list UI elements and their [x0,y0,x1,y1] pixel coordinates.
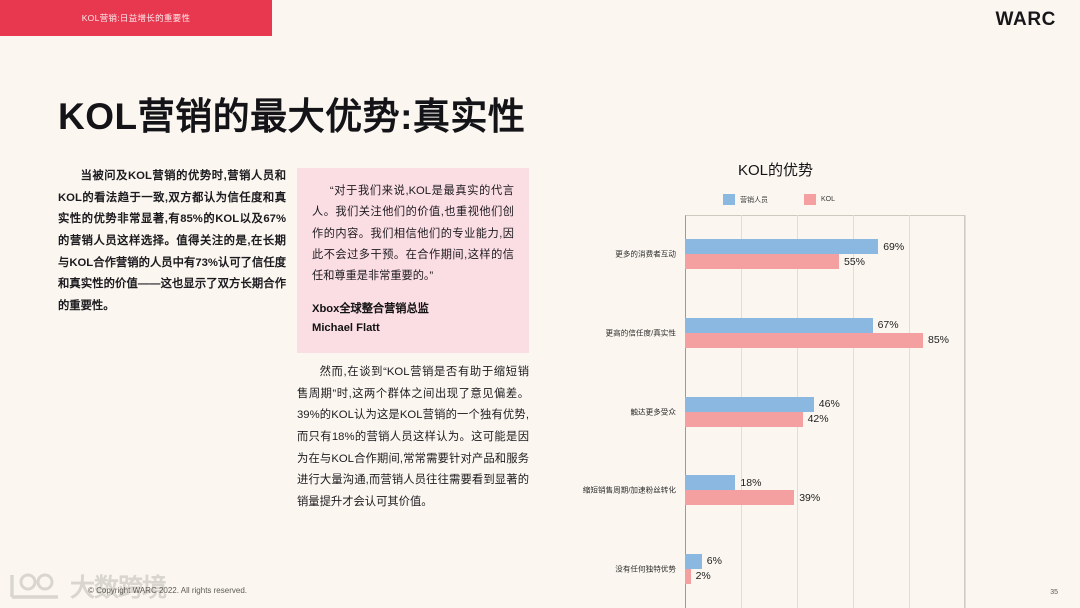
chart-gridline [965,215,966,608]
chart-bar-row: 67% [685,317,965,333]
chart-bar-value: 6% [706,555,722,568]
legend-swatch-icon [723,194,735,205]
chart-bar-row: 39% [685,490,965,506]
footer-copyright: © Copyright WARC 2022. All rights reserv… [88,586,247,595]
chart-bar-row: 18% [685,475,965,491]
pull-quote-box: “对于我们来说,KOL是最真实的代言人。我们关注他们的价值,也重视他们创作的内容… [297,168,529,354]
chart-bar-value: 55% [844,255,866,268]
legend-label: KOL [821,196,836,203]
quote-attribution-name: Michael Flatt [312,321,380,334]
chart-category-group: 更多的消费者互动 69% 55% [615,215,965,294]
chart-bar: 42% [685,411,829,427]
chart-bar-value: 46% [818,398,840,411]
chart-bar: 2% [685,568,711,584]
quote-text: “对于我们来说,KOL是最真实的代言人。我们关注他们的价值,也重视他们创作的内容… [312,185,514,283]
chart-bar: 46% [685,396,840,412]
chart-bar: 67% [685,317,899,333]
chart-bar-row: 46% [685,396,965,412]
middle-column-text: 然而,在谈到“KOL营销是否有助于缩短销售周期”时,这两个群体之间出现了意见偏差… [297,362,529,514]
chart-bar: 6% [685,553,722,569]
chart-category-group: 没有任何独特优势 6% 2% [615,530,965,608]
page-number: 35 [1050,589,1058,596]
chart-category-label: 触达更多受众 [630,407,676,417]
chart-bar-value: 67% [877,319,899,332]
chart-bars: 6% 2% [685,553,965,584]
legend-item-2: KOL [804,194,835,205]
chart-gridline [909,215,910,608]
quote-attribution: Xbox全球整合营销总监 Michael Flatt [312,300,514,337]
page-title: KOL营销的最大优势:真实性 [58,96,526,137]
chart-bar: 85% [685,332,949,348]
chart-bar-value: 18% [740,476,762,489]
quote-attribution-role: Xbox全球整合营销总监 [312,303,429,316]
chart-category-label: 没有任何独特优势 [615,564,676,574]
chart-bar-row: 6% [685,553,965,569]
chart-bar: 55% [685,254,865,270]
second-paragraph: 然而,在谈到“KOL营销是否有助于缩短销售周期”时,这两个群体之间出现了意见偏差… [297,366,529,509]
running-header-bar: KOL营销:日益增长的重要性 [0,0,272,36]
legend-item-1: 营销人员 [723,194,768,205]
chart-legend: 营销人员 KOL [723,194,835,205]
legend-swatch-icon [804,194,816,205]
chart-category-label: 缩短销售周期/加速粉丝转化 [582,485,676,495]
chart-bar-value: 85% [928,334,950,347]
chart-bars: 18% 39% [685,475,965,506]
watermark-logo-icon [10,573,58,599]
chart-category-label: 更多的消费者互动 [615,249,676,259]
chart-bar-value: 69% [883,240,905,253]
chart-category-group: 更高的信任度/真实性 67% 85% [606,294,965,373]
chart-bar-value: 42% [807,413,829,426]
chart-category-label: 更高的信任度/真实性 [605,328,676,338]
chart-bar: 69% [685,239,904,255]
chart-category-group: 缩短销售周期/加速粉丝转化 18% 39% [583,451,965,530]
chart-bars: 69% 55% [685,239,965,270]
chart-plot-area: 更多的消费者互动 69% 55% 更高的信任度/真实性 67% 85% 触达更多受众 46% 4… [583,215,966,608]
chart-bar-row: 55% [685,254,965,270]
chart-bar-value: 39% [799,491,821,504]
chart-bar-row: 85% [685,332,965,348]
chart-bar-value: 2% [695,570,711,583]
left-paragraph: 当被问及KOL营销的优势时,营销人员和KOL的看法趋于一致,双方都认为信任度和真… [58,170,286,313]
chart-bar-row: 42% [685,411,965,427]
chart-bars: 67% 85% [685,317,965,348]
left-column-text: 当被问及KOL营销的优势时,营销人员和KOL的看法趋于一致,双方都认为信任度和真… [58,166,286,318]
chart-bar: 18% [685,475,761,491]
chart-gridline [853,215,854,608]
chart-container: KOL的优势 营销人员 KOL 更多的消费者互动 69% 55% 更高的信任度/真实性 6… [560,150,1060,608]
chart-bar-row: 2% [685,568,965,584]
running-header-label: KOL营销:日益增长的重要性 [81,13,191,23]
chart-title: KOL的优势 [738,162,814,179]
chart-bar: 39% [685,490,820,506]
chart-bar-row: 69% [685,239,965,255]
chart-category-group: 触达更多受众 46% 42% [630,372,965,451]
warc-logo: WARC [995,9,1056,30]
legend-label: 营销人员 [740,196,768,204]
chart-bars: 46% 42% [685,396,965,427]
